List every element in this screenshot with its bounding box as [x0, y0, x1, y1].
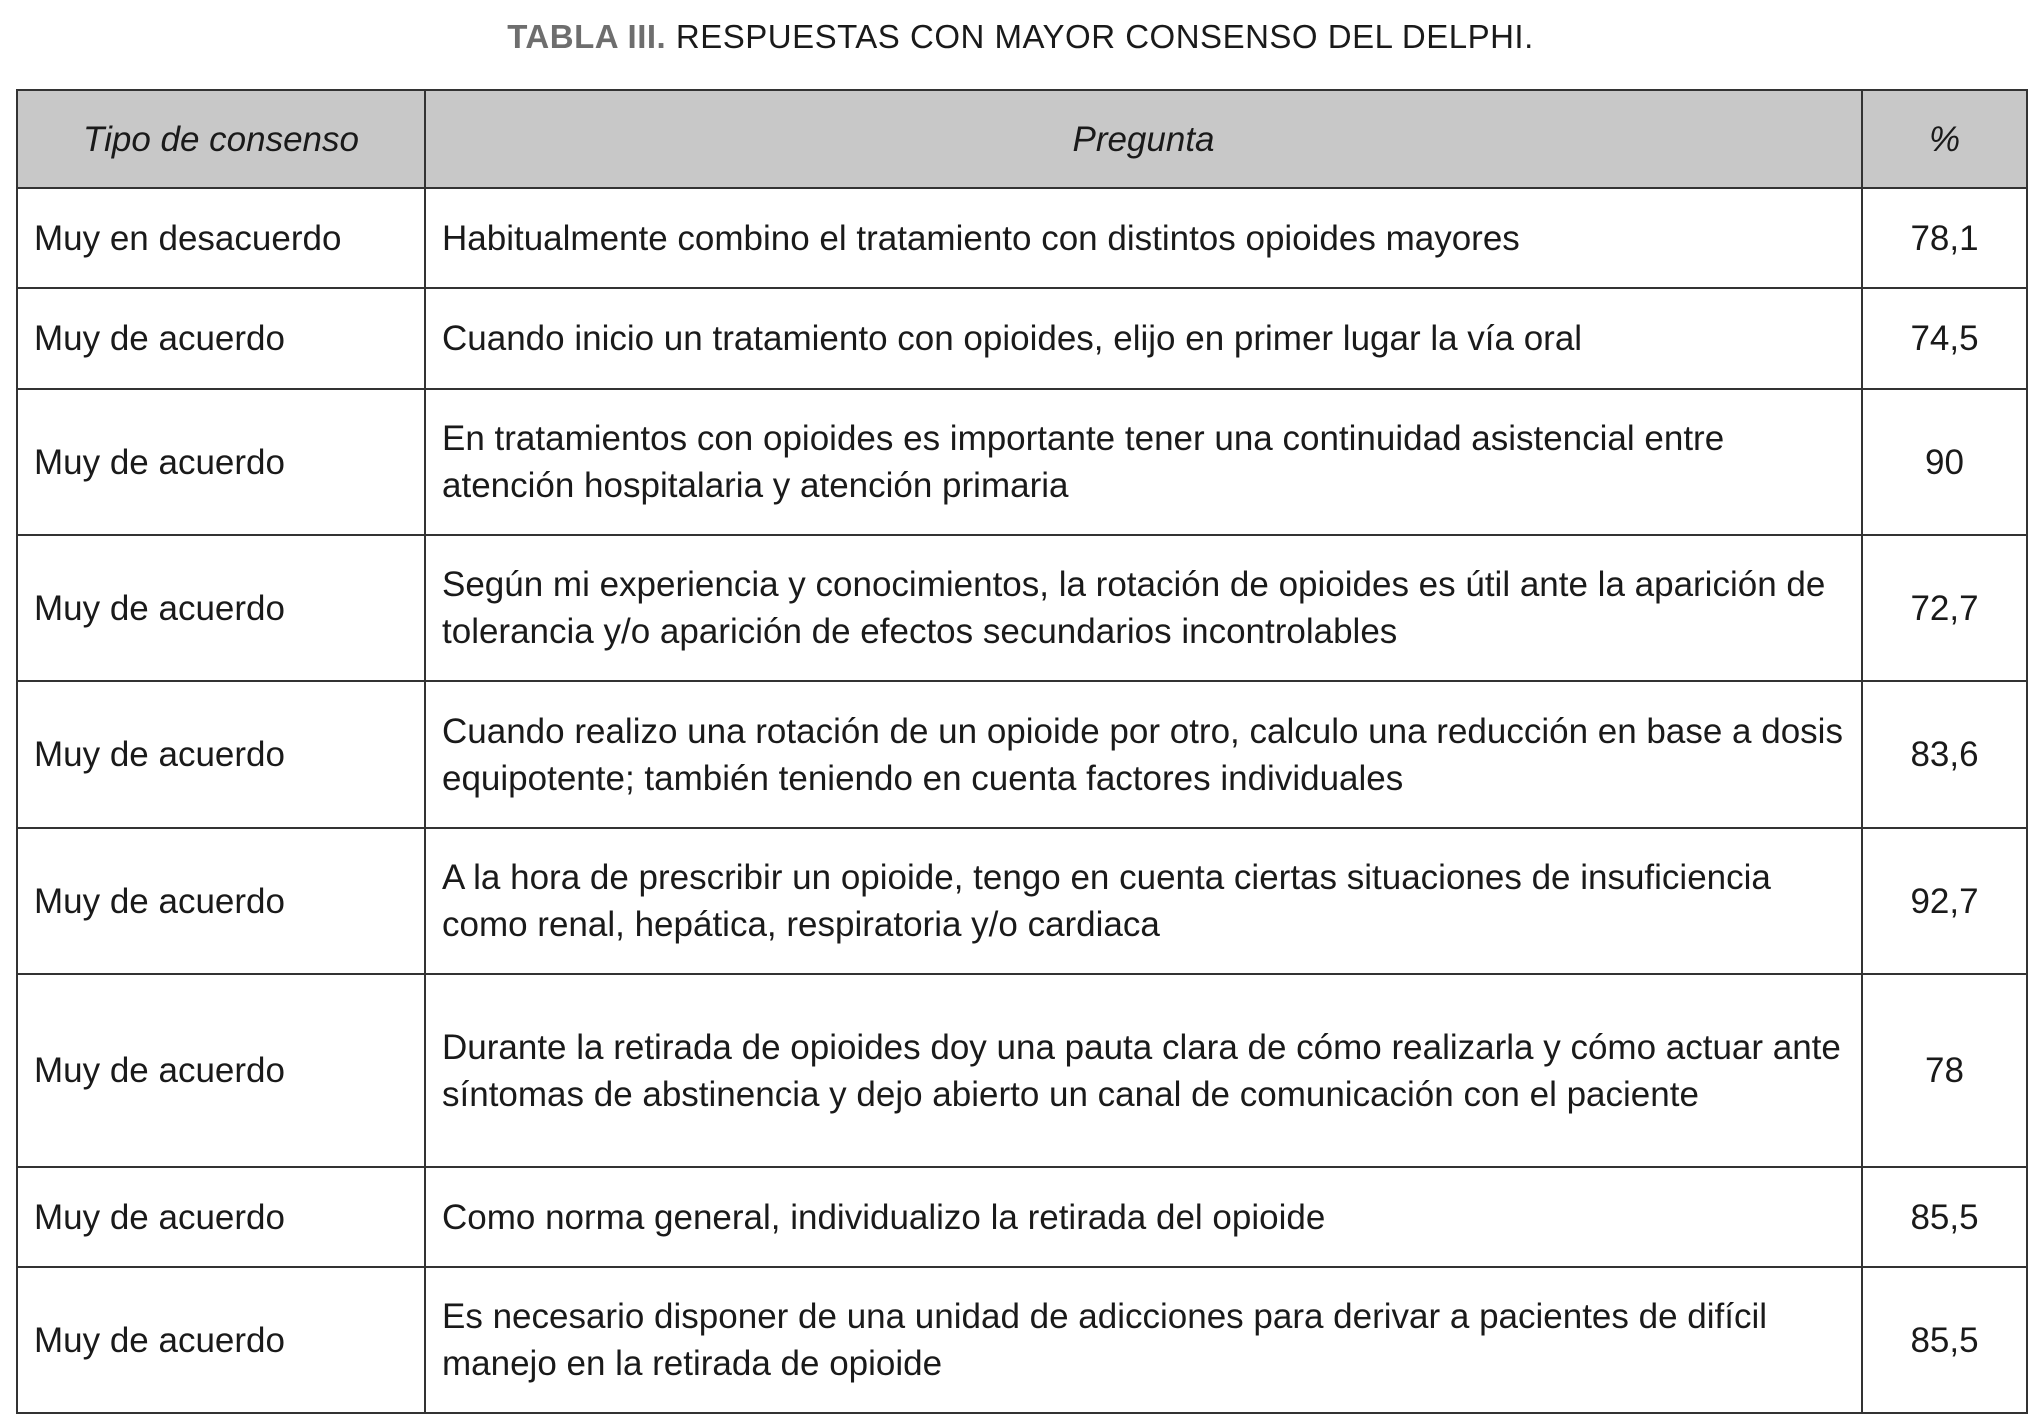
cell-tipo: Muy de acuerdo [16, 827, 426, 975]
cell-tipo: Muy de acuerdo [16, 287, 426, 390]
cell-tipo: Muy de acuerdo [16, 1266, 426, 1414]
cell-pct: 85,5 [1861, 1266, 2028, 1414]
table-row: Muy de acuerdo Cuando inicio un tratamien… [16, 287, 2028, 390]
table-row: Muy de acuerdo Durante la retirada de opi… [16, 973, 2028, 1168]
cell-pregunta: Cuando inicio un tratamiento con opioide… [424, 287, 1863, 390]
cell-tipo: Muy de acuerdo [16, 388, 426, 536]
cell-pregunta: Durante la retirada de opioides doy una … [424, 973, 1863, 1168]
cell-tipo: Muy de acuerdo [16, 534, 426, 682]
header-pregunta: Pregunta [424, 89, 1863, 189]
cell-tipo: Muy de acuerdo [16, 1166, 426, 1268]
cell-tipo: Muy de acuerdo [16, 973, 426, 1168]
table-label: TABLA III. [507, 18, 667, 55]
cell-pregunta: A la hora de prescribir un opioide, teng… [424, 827, 1863, 975]
cell-pct: 85,5 [1861, 1166, 2028, 1268]
cell-pct: 92,7 [1861, 827, 2028, 975]
cell-pct: 78 [1861, 973, 2028, 1168]
header-tipo: Tipo de consenso [16, 89, 426, 189]
consensus-table: Tipo de consenso Pregunta % Muy en desac… [16, 89, 2028, 1414]
table-row: Muy de acuerdo Como norma general, indivi… [16, 1166, 2028, 1268]
table-row: Muy de acuerdo Según mi experiencia y con… [16, 534, 2028, 682]
cell-pct: 83,6 [1861, 680, 2028, 829]
table-row: Muy de acuerdo Es necesario disponer de u… [16, 1266, 2028, 1414]
table-row: Muy de acuerdo En tratamientos con opioid… [16, 388, 2028, 536]
cell-pct: 78,1 [1861, 187, 2028, 289]
cell-pregunta: Cuando realizo una rotación de un opioid… [424, 680, 1863, 829]
cell-pct: 90 [1861, 388, 2028, 536]
table-title: RESPUESTAS CON MAYOR CONSENSO DEL DELPHI… [675, 18, 1534, 55]
table-row: Muy en desacuerdo Habitualmente combino e… [16, 187, 2028, 289]
cell-pregunta: Es necesario disponer de una unidad de a… [424, 1266, 1863, 1414]
cell-tipo: Muy en desacuerdo [16, 187, 426, 289]
cell-pregunta: Como norma general, individualizo la ret… [424, 1166, 1863, 1268]
table-row: Muy de acuerdo A la hora de prescribir un… [16, 827, 2028, 975]
cell-pregunta: Habitualmente combino el tratamiento con… [424, 187, 1863, 289]
table-caption: TABLA III. RESPUESTAS CON MAYOR CONSENSO… [0, 18, 2041, 56]
cell-pregunta: En tratamientos con opioides es importan… [424, 388, 1863, 536]
table-row: Muy de acuerdo Cuando realizo una rotació… [16, 680, 2028, 829]
cell-pct: 74,5 [1861, 287, 2028, 390]
header-row: Tipo de consenso Pregunta % [16, 89, 2028, 189]
header-pct: % [1861, 89, 2028, 189]
cell-pregunta: Según mi experiencia y conocimientos, la… [424, 534, 1863, 682]
cell-pct: 72,7 [1861, 534, 2028, 682]
cell-tipo: Muy de acuerdo [16, 680, 426, 829]
